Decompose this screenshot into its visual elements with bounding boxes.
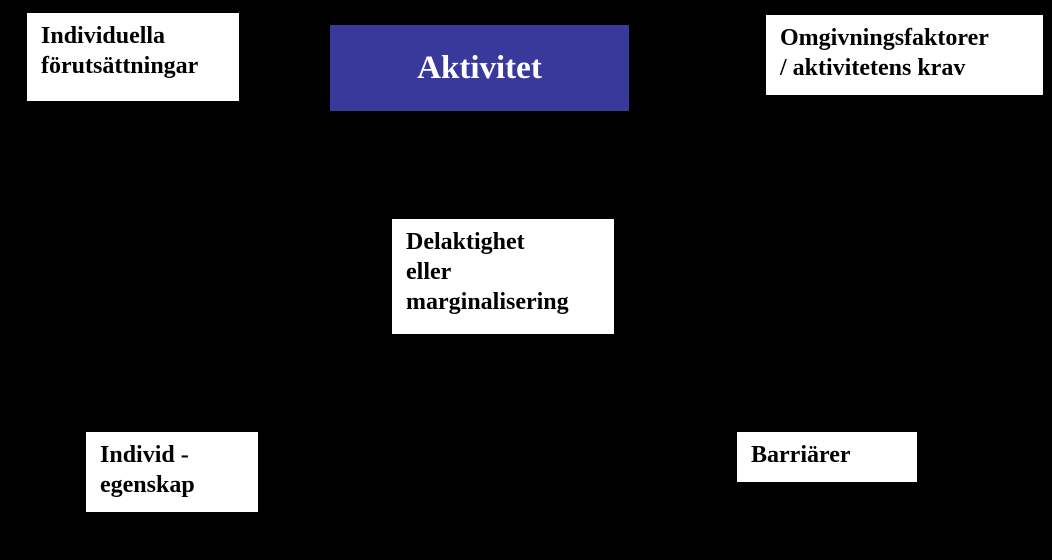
node-line: / aktivitetens krav (780, 53, 1029, 83)
node-line: Individ - (100, 440, 244, 470)
node-line: Aktivitet (417, 50, 542, 87)
node-barriarer: Barriärer (737, 432, 917, 482)
node-aktivitet: Aktivitet (327, 22, 632, 114)
node-omgivningsfaktorer: Omgivningsfaktorer / aktivitetens krav (766, 15, 1043, 95)
node-line: Omgivningsfaktorer (780, 23, 1029, 53)
node-individuella-forutsattningar: Individuella förutsättningar (27, 13, 239, 101)
node-line: Barriärer (751, 440, 903, 470)
node-line: egenskap (100, 470, 244, 500)
node-line: förutsättningar (41, 51, 225, 81)
node-individ-egenskap: Individ - egenskap (86, 432, 258, 512)
node-delaktighet: Delaktighet eller marginalisering (392, 219, 614, 334)
node-line: Delaktighet (406, 227, 600, 257)
node-line: marginalisering (406, 287, 600, 317)
node-line: Individuella (41, 21, 225, 51)
node-line: eller (406, 257, 600, 287)
